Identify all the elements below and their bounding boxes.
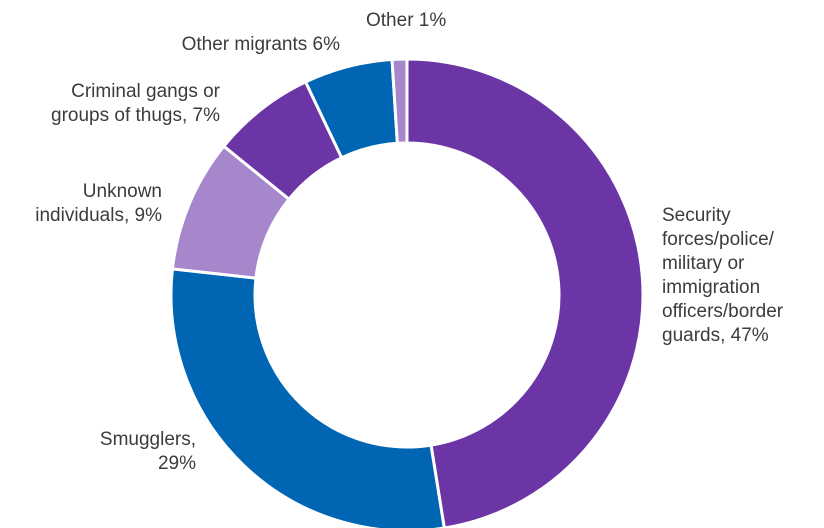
slice-smugglers [169,267,446,528]
label-smugglers: Smugglers, 29% [99,429,196,474]
slice-security-forces [405,57,645,528]
label-security-forces: Security forces/police/ military or immi… [662,205,784,346]
label-unknown-individuals: Unknown individuals, 9% [35,181,162,226]
label-other: Other 1% [366,10,447,31]
label-criminal-gangs: Criminal gangs or groups of thugs, 7% [51,81,220,126]
label-other-migrants: Other migrants 6% [181,34,340,55]
donut-slices [169,57,645,528]
slice-other [390,57,409,145]
